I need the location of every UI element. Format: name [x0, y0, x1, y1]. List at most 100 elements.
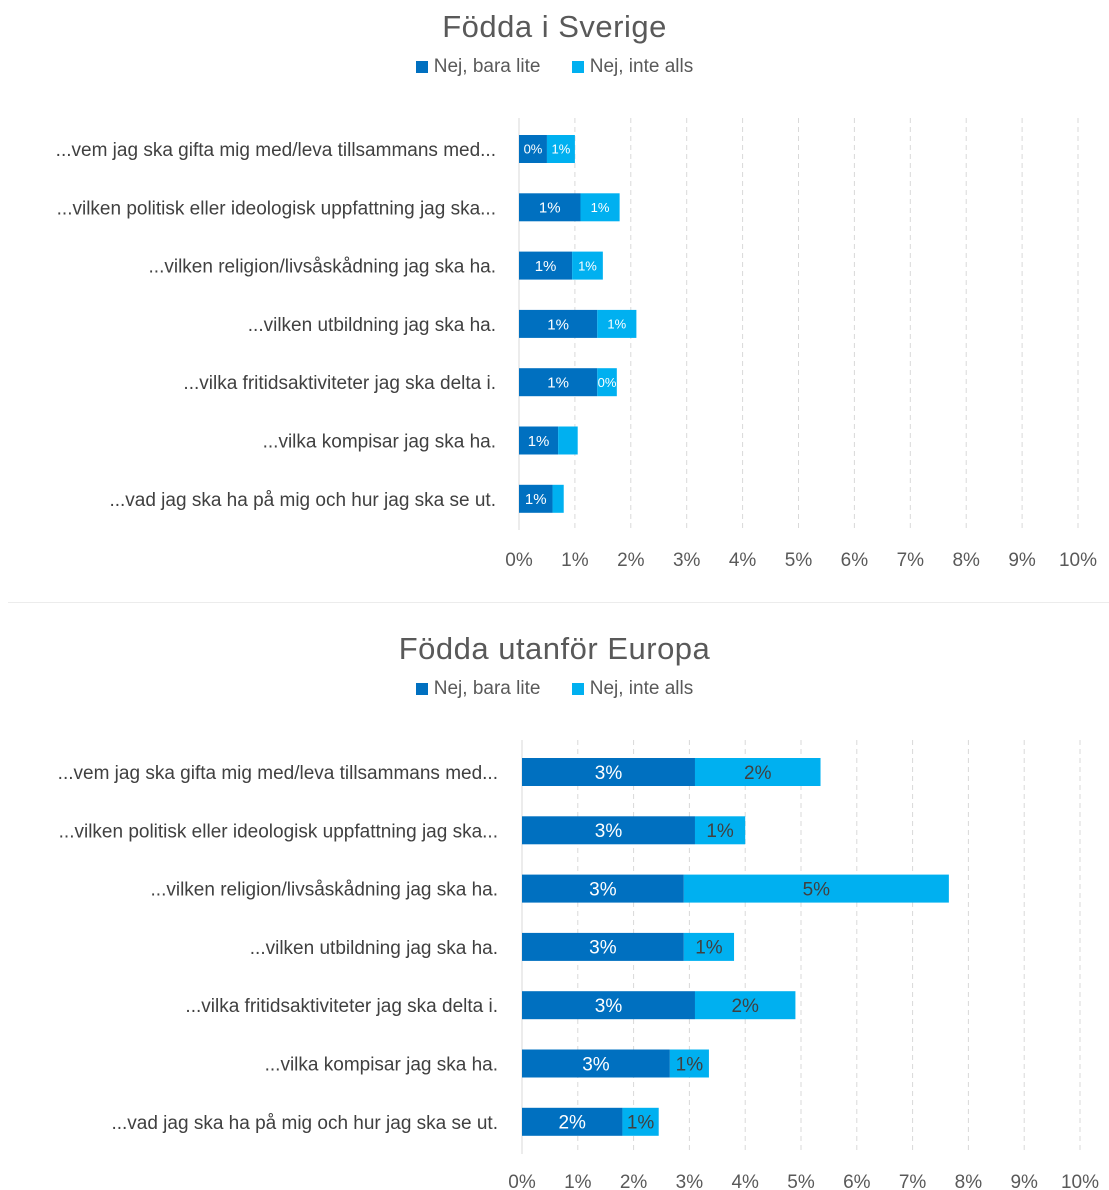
x-tick-label: 5%	[787, 1172, 815, 1190]
x-tick-label: 0%	[505, 550, 533, 571]
bar-segment-nej-inte-alls	[552, 484, 564, 513]
x-tick-label: 2%	[617, 550, 645, 571]
category-label: ...vilken religion/livsåskådning jag ska…	[149, 257, 496, 278]
x-axis: 0% 1% 2% 3% 4% 5% 6% 7% 8% 9% 10%	[508, 1172, 1099, 1190]
legend-swatch-series-2	[571, 683, 584, 695]
data-label: 2%	[558, 1113, 586, 1134]
x-tick-label: 0%	[508, 1172, 536, 1190]
bar-segment-nej-inte-alls	[546, 135, 575, 163]
bar-row: ...vilken politisk eller ideologisk uppf…	[59, 816, 746, 845]
bar-segment-nej-inte-alls	[558, 426, 578, 455]
x-tick-label: 7%	[899, 1172, 927, 1190]
data-label: 0%	[524, 142, 543, 157]
data-label: 3%	[589, 879, 617, 900]
bar-chart-plot: 0% 1% 2% 3% 4% 5% 6% 7% 8% 9% 10% ...vem jag ska gi…	[58, 740, 1099, 1190]
bar-segment-nej-bara-lite	[522, 991, 695, 1020]
category-label: ...vilka kompisar jag ska ha.	[265, 1055, 498, 1076]
data-label: 2%	[744, 763, 772, 784]
bar-segment-nej-inte-alls	[622, 1107, 659, 1136]
category-label: ...vilken politisk eller ideologisk uppf…	[57, 198, 496, 219]
bar-row: ...vem jag ska gifta mig med/leva tillsa…	[56, 135, 575, 163]
x-tick-label: 4%	[729, 550, 757, 571]
data-label: 1%	[535, 258, 557, 275]
data-label: 1%	[578, 258, 597, 273]
category-label: ...vem jag ska gifta mig med/leva tillsa…	[56, 140, 496, 161]
x-tick-label: 5%	[785, 550, 813, 571]
data-label: 0%	[598, 375, 617, 390]
data-label: 1%	[525, 491, 547, 508]
bar-row: ...vad jag ska ha på mig och hur jag ska…	[111, 1107, 659, 1136]
data-label: 1%	[706, 821, 734, 842]
bar-row: ...vilken utbildning jag ska ha. 3% 1%	[250, 932, 735, 961]
category-label: ...vilka kompisar jag ska ha.	[263, 432, 496, 453]
data-label: 3%	[595, 996, 623, 1017]
bar-row: ...vilka kompisar jag ska ha. 1%	[263, 426, 578, 455]
bar-row: ...vilken utbildning jag ska ha. 1% 1%	[248, 309, 637, 338]
category-label: ...vem jag ska gifta mig med/leva tillsa…	[58, 763, 498, 784]
x-tick-label: 1%	[561, 550, 589, 571]
data-label: 3%	[589, 938, 617, 959]
data-label: 1%	[627, 1113, 655, 1134]
category-label: ...vad jag ska ha på mig och hur jag ska…	[111, 1113, 498, 1134]
x-tick-label: 6%	[843, 1172, 871, 1190]
category-label: ...vilka fritidsaktiviteter jag ska delt…	[185, 996, 498, 1017]
bar-chart-plot: 0% 1% 2% 3% 4% 5% 6% 7% 8% 9% 10% ...vem jag ska gi…	[56, 118, 1097, 571]
chart-divider	[8, 602, 1109, 603]
data-label: 1%	[552, 142, 571, 157]
bar-segment-nej-inte-alls	[597, 309, 637, 338]
bar-segment-nej-inte-alls	[669, 1049, 709, 1078]
chart-title: Födda utanför Europa	[398, 631, 711, 666]
x-tick-label: 2%	[620, 1172, 648, 1190]
legend-label: Nej, bara lite	[433, 678, 541, 699]
bar-segment-nej-inte-alls	[694, 816, 746, 845]
data-label: 1%	[676, 1054, 704, 1075]
bar-row: ...vilken religion/livsåskådning jag ska…	[151, 874, 949, 903]
legend-swatch-series-2	[571, 61, 584, 73]
bar-row: ...vilka fritidsaktiviteter jag ska delt…	[185, 991, 796, 1020]
category-label: ...vad jag ska ha på mig och hur jag ska…	[109, 490, 496, 511]
x-tick-label: 3%	[673, 550, 701, 571]
chart-panel-fodda-utanfor-europa: Födda utanför Europa Nej, bara lite Nej,…	[0, 622, 1109, 1190]
bar-segment-nej-bara-lite	[522, 874, 684, 903]
data-label: 3%	[595, 763, 623, 784]
bar-segment-nej-bara-lite	[519, 135, 547, 163]
x-tick-label: 10%	[1059, 550, 1097, 571]
legend-item-series-2: Nej, inte alls	[571, 678, 694, 700]
bar-segment-nej-bara-lite	[519, 426, 559, 455]
x-tick-label: 3%	[676, 1172, 704, 1190]
bar-segment-nej-bara-lite	[522, 1049, 670, 1078]
x-tick-label: 9%	[1010, 1172, 1038, 1190]
bar-row: ...vilka fritidsaktiviteter jag ska delt…	[183, 368, 617, 397]
legend-label: Nej, inte alls	[589, 678, 694, 699]
legend-label: Nej, inte alls	[589, 56, 694, 77]
data-label: 1%	[547, 316, 569, 333]
legend-item-series-2: Nej, inte alls	[571, 56, 694, 78]
data-label: 1%	[695, 938, 723, 959]
bar-segment-nej-bara-lite	[522, 816, 695, 845]
x-tick-label: 8%	[952, 550, 980, 571]
category-label: ...vilken utbildning jag ska ha.	[250, 938, 498, 959]
x-tick-label: 10%	[1061, 1172, 1099, 1190]
bar-segment-nej-inte-alls	[694, 991, 796, 1020]
bar-segment-nej-bara-lite	[519, 484, 553, 513]
x-tick-label: 1%	[564, 1172, 592, 1190]
bar-segment-nej-inte-alls	[572, 251, 603, 280]
bar-segment-nej-inte-alls	[694, 758, 821, 786]
legend-swatch-series-1	[415, 683, 428, 695]
data-label: 1%	[539, 200, 561, 217]
category-label: ...vilken utbildning jag ska ha.	[248, 315, 496, 336]
category-label: ...vilken religion/livsåskådning jag ska…	[151, 880, 498, 901]
legend-swatch-series-1	[415, 61, 428, 73]
category-label: ...vilka fritidsaktiviteter jag ska delt…	[183, 373, 496, 394]
bar-segment-nej-inte-alls	[580, 193, 620, 222]
legend-label: Nej, bara lite	[433, 56, 541, 77]
bar-segment-nej-bara-lite	[522, 1107, 623, 1136]
bar-segment-nej-bara-lite	[519, 368, 598, 397]
legend-item-series-1: Nej, bara lite	[415, 678, 541, 700]
x-tick-label: 7%	[897, 550, 925, 571]
x-tick-label: 8%	[955, 1172, 983, 1190]
data-label: 1%	[547, 375, 569, 392]
bar-row: ...vilken politisk eller ideologisk uppf…	[57, 193, 620, 222]
data-label: 2%	[731, 996, 759, 1017]
chart-title: Födda i Sverige	[442, 9, 667, 44]
